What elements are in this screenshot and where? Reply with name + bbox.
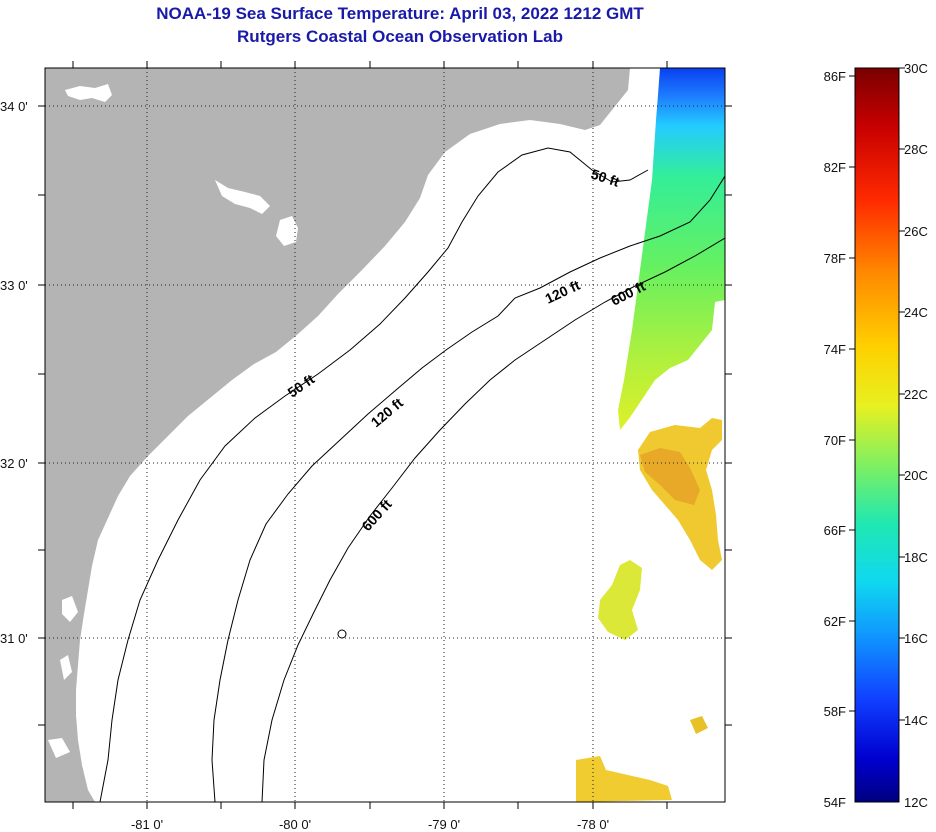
legend-f-label: 62F [824,614,846,629]
legend-f-label: 66F [824,523,846,538]
sst-patch [640,448,700,505]
fahrenheit-labels: 86F 82F 78F 74F 70F 66F 62F 58F 54F [824,69,846,810]
inland-lake [65,84,112,102]
legend-c-label: 26C [904,224,928,239]
legend-c-label: 22C [904,387,928,402]
contour-120ft [211,175,725,802]
map-subtitle: Rutgers Coastal Ocean Observation Lab [237,27,563,46]
celsius-labels: 30C 28C 26C 24C 22C 20C 18C 16C 14C 12C [904,61,928,810]
legend-f-label: 58F [824,704,846,719]
inland-lake [215,180,270,214]
contour-600ft [261,237,725,802]
lat-label: 34 0' [0,99,28,114]
frame-ticks [38,61,732,809]
lat-label: 33 0' [0,278,28,293]
seamount-contour [337,629,347,639]
legend-c-label: 20C [904,468,928,483]
inland-lake [62,596,78,622]
legend-c-label: 24C [904,305,928,320]
legend-f-label: 70F [824,433,846,448]
legend-f-label: 82F [824,160,846,175]
legend-c-label: 12C [904,795,928,810]
lon-label: -78 0' [577,817,609,832]
legend-f-label: 74F [824,342,846,357]
legend-c-label: 18C [904,550,928,565]
map-title: NOAA-19 Sea Surface Temperature: April 0… [156,4,644,23]
colorbar-ticks [849,67,905,721]
sst-patch [598,560,642,640]
land-area [45,68,630,802]
sst-map: 34 0' 33 0' 32 0' 31 0' -81 0' -80 0' -7… [0,61,732,832]
inland-lake [60,655,72,680]
sst-patch [576,756,672,802]
legend-f-label: 78F [824,251,846,266]
contour-50ft [99,147,649,802]
legend-c-label: 30C [904,61,928,76]
sst-swath [618,68,725,430]
legend-c-label: 16C [904,631,928,646]
inland-lake [48,738,70,758]
lat-label: 31 0' [0,631,28,646]
legend-c-label: 28C [904,142,928,157]
colorbar-gradient [854,67,900,803]
inland-lake [276,216,298,246]
legend-f-label: 54F [824,795,846,810]
lon-label: -80 0' [279,817,311,832]
graticule [45,68,725,802]
map-frame [44,67,726,803]
lon-label: -81 0' [131,817,163,832]
legend-c-label: 14C [904,713,928,728]
sst-patch [690,716,708,734]
lon-label: -79 0' [428,817,460,832]
lat-label: 32 0' [0,456,28,471]
legend-f-label: 86F [824,69,846,84]
